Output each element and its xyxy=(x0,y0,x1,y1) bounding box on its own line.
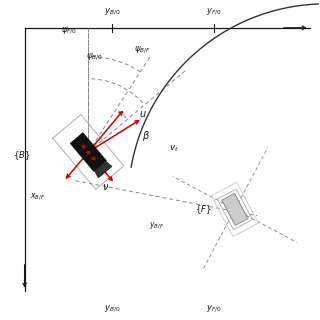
Text: $v_t$: $v_t$ xyxy=(169,144,179,154)
Text: $y_{F/0}$: $y_{F/0}$ xyxy=(206,6,222,17)
Text: $\beta$: $\beta$ xyxy=(142,129,150,143)
Text: $\psi_{F/0}$: $\psi_{F/0}$ xyxy=(61,26,77,36)
Text: $y_{F/0}$: $y_{F/0}$ xyxy=(206,303,222,314)
Text: $\nu$: $\nu$ xyxy=(102,182,109,192)
Text: $\psi_{B/0}$: $\psi_{B/0}$ xyxy=(86,51,103,62)
Polygon shape xyxy=(70,133,107,172)
Polygon shape xyxy=(222,193,248,225)
Text: $\{F\}$: $\{F\}$ xyxy=(195,203,211,216)
Text: $y_{B/0}$: $y_{B/0}$ xyxy=(104,6,120,17)
Text: $u$: $u$ xyxy=(139,109,146,119)
Text: $\{B\}$: $\{B\}$ xyxy=(13,149,30,162)
Text: $\psi_{B/F}$: $\psi_{B/F}$ xyxy=(134,45,151,55)
Text: $x_{B/F}$: $x_{B/F}$ xyxy=(30,191,45,202)
Polygon shape xyxy=(94,161,112,178)
Text: $y_{B/0}$: $y_{B/0}$ xyxy=(104,303,120,314)
Text: $y_{B/F}$: $y_{B/F}$ xyxy=(149,220,164,231)
